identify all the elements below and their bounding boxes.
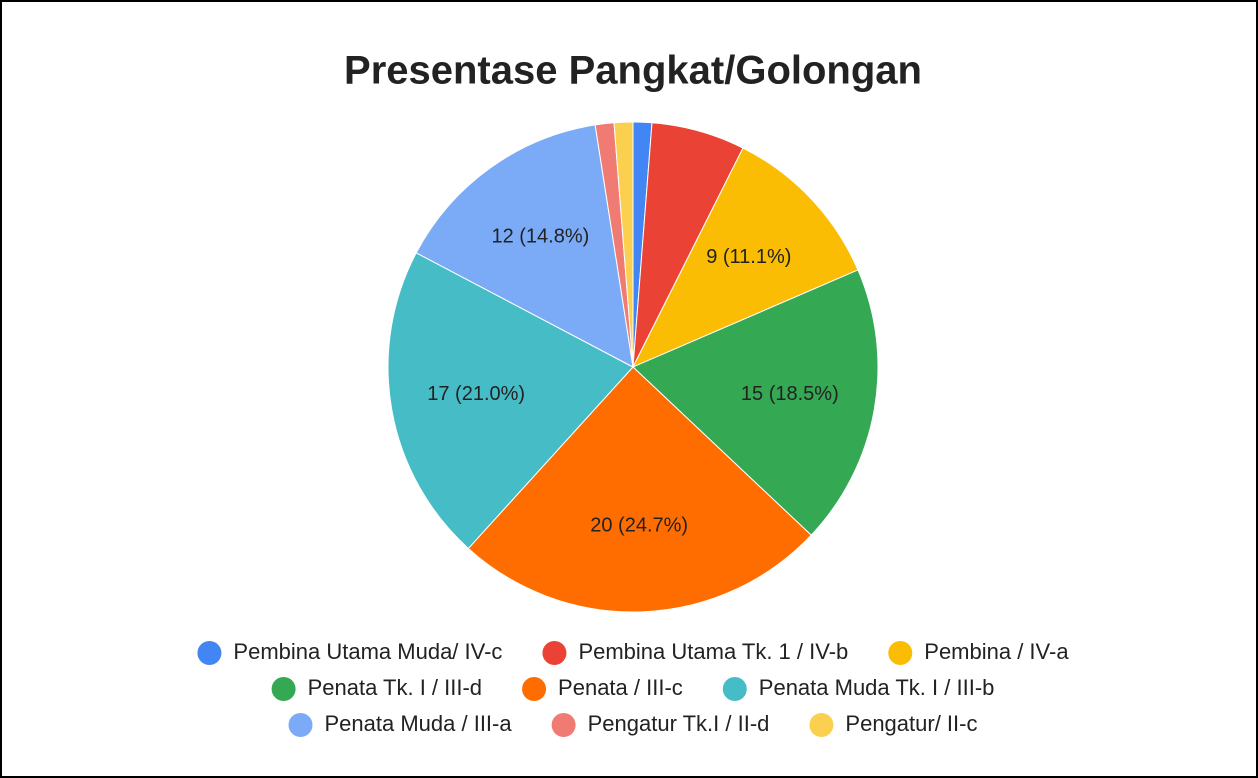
pie-slice [631, 147, 859, 369]
data-label: 12 (14.8%) [491, 226, 589, 248]
data-label: 20 (24.7%) [590, 514, 688, 536]
legend-marker [271, 677, 296, 701]
legend-label: Penata Tk. I / III-d [308, 675, 482, 700]
legend-marker [722, 677, 747, 701]
pie-slice [415, 124, 634, 368]
pie-slice [387, 252, 634, 550]
legend-marker [888, 641, 913, 665]
legend-marker [197, 641, 222, 665]
legend-label: Penata / III-c [558, 675, 683, 700]
pie-slice [467, 366, 812, 613]
legend-label: Penata Muda Tk. I / III-b [759, 675, 995, 700]
legend-label: Penata Muda / III-a [325, 711, 513, 736]
legend-marker [522, 677, 547, 701]
pie-slice [632, 269, 879, 536]
legend-marker [542, 641, 567, 665]
legend-label: Pembina Utama Tk. 1 / IV-b [578, 639, 848, 664]
data-label: 9 (11.1%) [706, 246, 791, 268]
legend-marker [551, 713, 576, 737]
chart-title: Presentase Pangkat/Golongan [344, 49, 922, 93]
pie-slice [613, 121, 634, 368]
legend-label: Pengatur Tk.I / II-d [588, 711, 770, 736]
legend-label: Pembina Utama Muda/ IV-c [233, 639, 502, 664]
data-label: 17 (21.0%) [427, 383, 525, 405]
legend-label: Pembina / IV-a [924, 639, 1069, 664]
legend-marker [288, 713, 313, 737]
legend-marker [809, 713, 834, 737]
legend-label: Pengatur/ II-c [845, 711, 977, 736]
data-label: 15 (18.5%) [741, 383, 839, 405]
